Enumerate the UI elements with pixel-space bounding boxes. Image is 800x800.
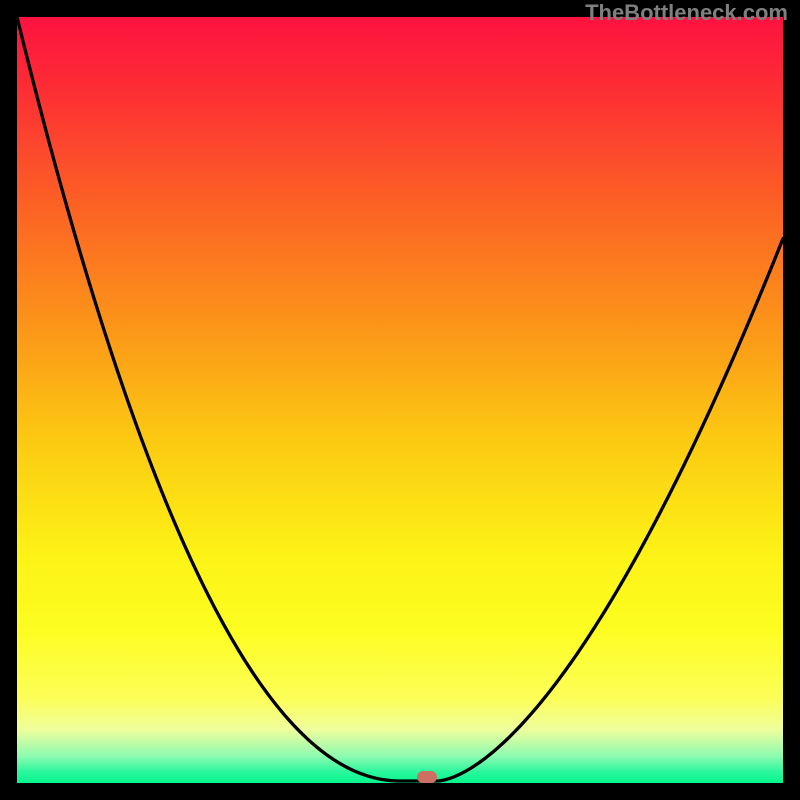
plot-area	[17, 17, 783, 783]
bottleneck-curve	[17, 17, 783, 783]
chart-frame: TheBottleneck.com	[0, 0, 800, 800]
optimum-marker	[417, 771, 437, 783]
watermark-text: TheBottleneck.com	[585, 0, 788, 26]
